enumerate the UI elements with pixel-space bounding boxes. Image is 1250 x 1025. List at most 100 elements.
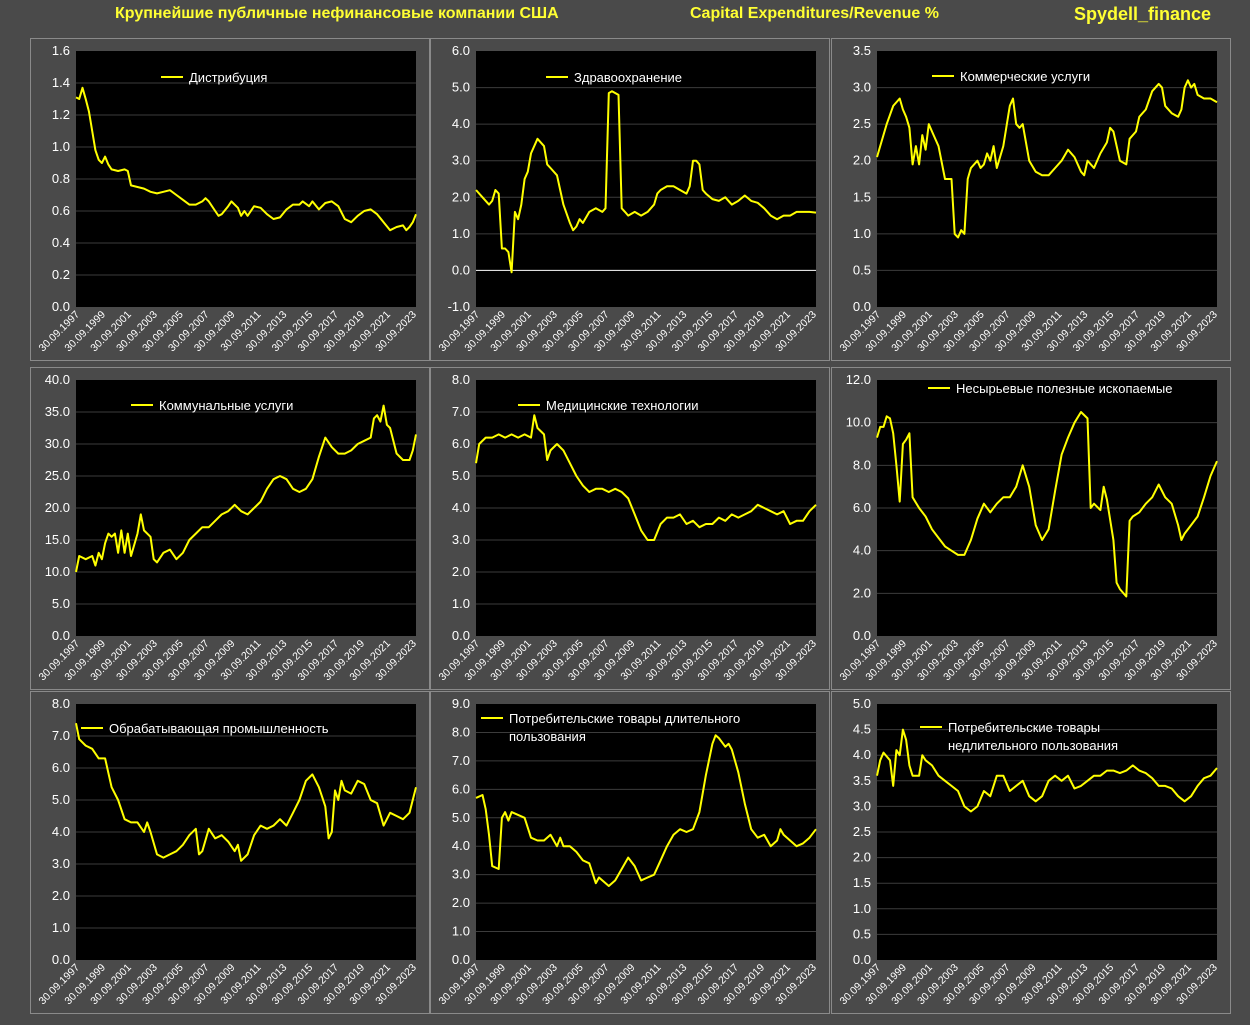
page-title: Крупнейшие публичные нефинансовые компан… [115, 5, 559, 22]
chart-legend: Медицинские технологии [518, 397, 699, 415]
y-tick-label: 4.0 [853, 543, 871, 558]
legend-swatch [932, 74, 954, 77]
y-tick-label: 2.0 [452, 564, 470, 579]
legend-label: Обрабатывающая промышленность [109, 721, 329, 736]
y-tick-label: 3.0 [452, 532, 470, 547]
y-tick-label: 1.0 [52, 139, 70, 154]
y-tick-label: 8.0 [452, 724, 470, 739]
y-tick-label: 3.0 [853, 80, 871, 95]
y-tick-label: 0.5 [853, 926, 871, 941]
y-tick-label: 2.5 [853, 824, 871, 839]
chart-svg: 0.01.02.03.04.05.06.07.08.030.09.199730.… [36, 696, 419, 1007]
y-tick-label: 3.5 [853, 773, 871, 788]
y-tick-label: 30.0 [45, 436, 70, 451]
y-tick-label: 10.0 [846, 415, 871, 430]
chart-svg: 0.00.51.01.52.02.53.03.530.09.199730.09.… [837, 43, 1220, 354]
y-tick-label: 4.0 [452, 116, 470, 131]
legend-label: Потребительские товары длительного [509, 711, 741, 726]
legend-swatch [161, 75, 183, 78]
chart-panel-medical-technology: 0.0 1.0 2.0 3.0 4.0 5.0 6.0 7.0 8.0 30.09.1997 30.… [430, 367, 830, 690]
chart-panel-consumer-durables: 0.0 1.0 2.0 3.0 4.0 5.0 6.0 7.0 8.0 9.0 30.09.1997… [430, 691, 830, 1014]
y-tick-label: 1.5 [853, 875, 871, 890]
series-line [876, 728, 1218, 813]
legend-swatch [928, 386, 950, 389]
y-tick-label: 1.0 [452, 596, 470, 611]
y-tick-label: 2.0 [853, 850, 871, 865]
y-tick-label: 0.0 [452, 262, 470, 277]
y-tick-label: 4.0 [52, 824, 70, 839]
y-tick-label: 6.0 [853, 500, 871, 515]
series-line [75, 404, 417, 573]
y-tick-label: 0.0 [853, 299, 871, 314]
y-tick-label: 3.0 [853, 798, 871, 813]
y-tick-label: 1.6 [52, 43, 70, 58]
chart-legend: Обрабатывающая промышленность [81, 720, 329, 738]
y-tick-label: 7.0 [52, 728, 70, 743]
legend-swatch [131, 403, 153, 406]
y-tick-label: 0.0 [853, 952, 871, 967]
chart-svg: 0.01.02.03.04.05.06.07.08.030.09.199730.… [436, 372, 819, 683]
legend-label: Коммунальные услуги [159, 398, 294, 413]
y-tick-label: 0.0 [52, 299, 70, 314]
series-line [475, 90, 817, 274]
y-tick-label: 3.5 [853, 43, 871, 58]
y-tick-label: 4.0 [452, 838, 470, 853]
y-tick-label: 1.0 [52, 920, 70, 935]
y-tick-label: 1.0 [452, 924, 470, 939]
y-tick-label: 1.0 [452, 226, 470, 241]
series-line [75, 723, 417, 862]
y-tick-label: 2.5 [853, 116, 871, 131]
y-tick-label: 1.0 [853, 226, 871, 241]
y-tick-label: 5.0 [452, 80, 470, 95]
y-tick-label: 25.0 [45, 468, 70, 483]
chart-panel-non-energy-minerals: 0.0 2.0 4.0 6.0 8.0 10.0 12.0 30.09.1997 30.09.1… [831, 367, 1231, 690]
plot-area [877, 51, 1217, 307]
chart-legend: Здравоохранение [546, 69, 682, 87]
series-line [876, 79, 1218, 239]
y-tick-label: 0.2 [52, 267, 70, 282]
y-tick-label: 2.0 [452, 189, 470, 204]
y-tick-label: 1.0 [853, 901, 871, 916]
legend-label: Коммерческие услуги [960, 69, 1091, 84]
legend-label: Медицинские технологии [546, 398, 699, 413]
y-tick-label: 6.0 [452, 781, 470, 796]
y-tick-label: 8.0 [853, 457, 871, 472]
y-tick-label: 8.0 [452, 372, 470, 387]
legend-swatch [481, 716, 503, 719]
y-tick-label: 3.0 [52, 856, 70, 871]
y-tick-label: 2.0 [853, 153, 871, 168]
chart-legend: Коммерческие услуги [932, 68, 1090, 86]
series-line [75, 86, 417, 232]
y-tick-label: 6.0 [52, 760, 70, 775]
y-tick-label: 4.0 [853, 747, 871, 762]
y-tick-label: 5.0 [452, 468, 470, 483]
y-tick-label: 0.0 [52, 952, 70, 967]
chart-panel-consumer-non-durables: 0.0 0.5 1.0 1.5 2.0 2.5 3.0 3.5 4.0 4.5 5.0 30.09.1… [831, 691, 1231, 1014]
chart-panel-commercial-services: 0.0 0.5 1.0 1.5 2.0 2.5 3.0 3.5 30.09.1997 30.09.… [831, 38, 1231, 361]
metric-title: Capital Expenditures/Revenue % [690, 5, 939, 22]
y-tick-label: 0.0 [452, 628, 470, 643]
y-tick-label: 7.0 [452, 404, 470, 419]
chart-legend: Потребительские товары длительного польз… [481, 710, 740, 746]
chart-panel-manufacturing: 0.0 1.0 2.0 3.0 4.0 5.0 6.0 7.0 8.0 30.09.1997 30.… [30, 691, 430, 1014]
legend-label: Несырьевые полезные ископаемые [956, 381, 1173, 396]
y-tick-label: 3.0 [452, 867, 470, 882]
y-tick-label: 0.0 [452, 952, 470, 967]
legend-label: Дистрибуция [189, 70, 268, 85]
series-line [475, 734, 817, 887]
y-tick-label: 0.0 [853, 628, 871, 643]
y-tick-label: 5.0 [452, 810, 470, 825]
chart-svg: 0.01.02.03.04.05.06.07.08.09.030.09.1997… [436, 696, 819, 1007]
y-tick-label: 1.4 [52, 75, 70, 90]
legend-swatch [546, 75, 568, 78]
y-tick-label: 9.0 [452, 696, 470, 711]
y-tick-label: 8.0 [52, 696, 70, 711]
legend-swatch [81, 726, 103, 729]
chart-svg: -1.00.01.02.03.04.05.06.030.09.199730.09… [436, 43, 819, 354]
y-tick-label: 3.0 [452, 153, 470, 168]
y-tick-label: 4.0 [452, 500, 470, 515]
y-tick-label: 1.5 [853, 189, 871, 204]
y-tick-label: 0.5 [853, 262, 871, 277]
y-tick-label: 0.6 [52, 203, 70, 218]
plot-area [476, 51, 816, 307]
